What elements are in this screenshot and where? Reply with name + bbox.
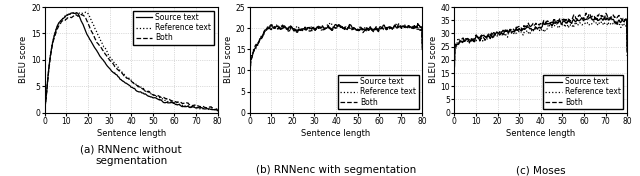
Y-axis label: BLEU score: BLEU score (224, 36, 233, 83)
Text: (c) Moses: (c) Moses (516, 165, 566, 175)
Legend: Source text, Reference text, Both: Source text, Reference text, Both (338, 75, 419, 109)
Legend: Source text, Reference text, Both: Source text, Reference text, Both (543, 75, 623, 109)
Legend: Source text, Reference text, Both: Source text, Reference text, Both (133, 11, 214, 45)
X-axis label: Sentence length: Sentence length (97, 129, 166, 138)
Y-axis label: BLEU score: BLEU score (429, 36, 438, 83)
X-axis label: Sentence length: Sentence length (506, 129, 575, 138)
X-axis label: Sentence length: Sentence length (301, 129, 371, 138)
Y-axis label: BLEU score: BLEU score (19, 36, 28, 83)
Text: (a) RNNenc without
segmentation: (a) RNNenc without segmentation (81, 144, 182, 166)
Text: (b) RNNenc with segmentation: (b) RNNenc with segmentation (256, 165, 416, 175)
